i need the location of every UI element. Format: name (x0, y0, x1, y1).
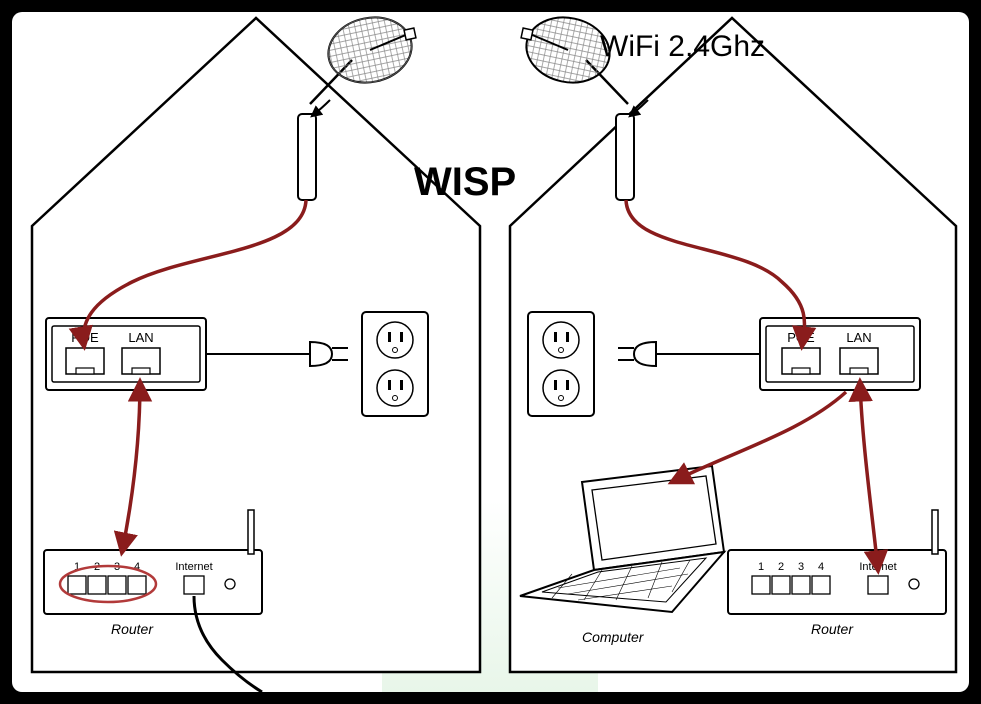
diagram-canvas: POE LAN (12, 12, 969, 692)
outlet-left (362, 312, 428, 416)
router-right-label: Router (811, 621, 854, 637)
router-right-port2: 2 (778, 561, 784, 573)
router-right-port1: 1 (758, 561, 764, 573)
diagram-svg: POE LAN (12, 12, 969, 692)
wifi-band-label: WiFi 2,4Ghz (600, 30, 765, 64)
router-right-port3: 3 (798, 561, 804, 573)
router-left-internet-label: Internet (175, 561, 212, 573)
router-right-port4: 4 (818, 561, 824, 573)
lan-label-right: LAN (846, 330, 871, 345)
outlet-right (528, 312, 594, 416)
router-left-label: Router (111, 621, 154, 637)
wisp-title: WISP (414, 160, 516, 205)
computer-label: Computer (582, 629, 645, 645)
poe-injector-right: POE LAN (760, 318, 920, 390)
lan-label-left: LAN (128, 330, 153, 345)
poe-injector-left: POE LAN (46, 318, 206, 390)
